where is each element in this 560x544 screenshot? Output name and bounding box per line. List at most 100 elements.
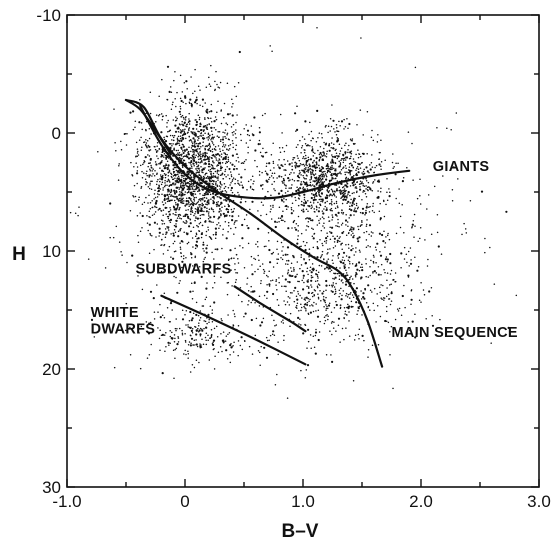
star-point [171,195,174,198]
star-point [263,272,265,274]
star-point [195,120,198,124]
star-point [424,239,426,241]
star-point [316,109,319,112]
star-point [377,265,380,268]
star-point [214,80,216,83]
star-point [379,251,381,253]
star-point [288,187,290,189]
star-point [285,208,288,210]
star-point [306,217,309,219]
star-point [176,138,179,141]
region-label: SUBDWARFS [135,261,231,277]
star-point [152,173,154,175]
star-point [365,188,367,190]
y-tick-label: 20 [42,360,61,379]
star-point [192,182,195,184]
star-point [176,91,178,94]
star-point [327,191,330,194]
star-point [397,162,399,165]
star-point [278,281,280,284]
star-point [344,283,348,286]
star-point [145,180,147,183]
star-point [331,158,333,161]
star-point [336,235,339,238]
star-point [189,222,192,225]
star-point [113,366,116,369]
star-point [331,176,333,179]
star-point [384,242,387,244]
star-point [221,161,224,164]
star-point [243,218,246,221]
star-point [367,356,369,358]
star-point [254,334,257,337]
star-point [213,136,215,138]
star-point [331,190,334,192]
star-point [178,154,181,157]
star-point [201,213,203,216]
star-point [141,214,144,218]
star-point [333,286,336,288]
star-point [469,200,472,202]
star-point [176,137,179,140]
star-point [290,270,293,272]
star-point [321,292,324,295]
star-point [365,230,368,233]
star-point [369,265,371,268]
star-point [198,322,200,324]
star-point [191,185,193,187]
star-point [194,256,196,259]
star-point [213,301,216,304]
star-point [390,325,393,328]
star-point [303,138,306,140]
star-point [268,178,270,181]
star-point [338,275,341,277]
star-point [307,158,310,161]
star-point [350,275,352,278]
star-point [390,269,393,272]
star-point [388,195,391,198]
star-point [218,170,220,172]
star-point [277,258,280,261]
star-point [161,372,164,375]
star-point [201,224,204,227]
star-point [241,237,244,240]
star-point [233,165,236,168]
star-point [146,174,148,177]
star-point [327,304,331,307]
star-point [336,137,339,139]
star-point [347,172,350,174]
star-point [186,191,189,194]
star-point [195,329,198,332]
star-point [313,232,316,235]
star-point [395,197,397,200]
star-point [345,234,348,237]
star-point [149,174,151,176]
star-point [343,259,346,262]
star-point [342,198,345,201]
star-point [175,119,178,122]
star-point [296,180,299,182]
star-point [284,220,286,223]
star-point [245,159,247,161]
star-point [235,129,237,131]
star-point [334,177,336,180]
star-point [177,149,179,152]
star-point [334,172,337,175]
star-point [222,131,224,134]
star-point [336,205,339,207]
star-point [196,201,199,204]
star-point [211,165,214,167]
star-point [317,283,320,285]
star-point [406,261,408,264]
star-point [251,353,254,355]
star-point [243,127,245,130]
star-point [219,150,222,153]
star-point [407,274,410,277]
star-point [215,180,217,183]
star-point [226,293,229,296]
star-point [296,307,298,309]
star-point [224,129,227,131]
star-point [240,139,242,142]
star-point [379,254,383,257]
star-point [347,259,350,262]
